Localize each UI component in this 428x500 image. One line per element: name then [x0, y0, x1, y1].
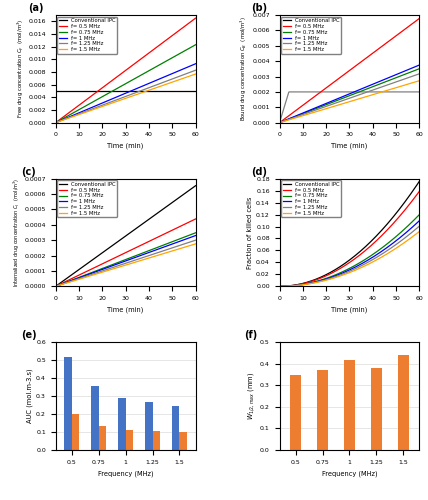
- Legend: Conventional IPC, f= 0.5 MHz, f= 0.75 MHz, f= 1 MHz, f= 1.25 MHz, f= 1.5 MHz: Conventional IPC, f= 0.5 MHz, f= 0.75 MH…: [281, 180, 341, 218]
- Bar: [398, 355, 409, 450]
- Y-axis label: Free drug concentration $C_F$  (mol/m$^3$): Free drug concentration $C_F$ (mol/m$^3$…: [15, 19, 26, 118]
- Bar: [118, 398, 125, 450]
- Y-axis label: Bound drug concentration $C_B$  (mol/m$^3$): Bound drug concentration $C_B$ (mol/m$^3…: [239, 16, 250, 122]
- Text: (d): (d): [252, 166, 268, 176]
- Y-axis label: Internalized drug concentration $C_I$  (mol/m$^3$): Internalized drug concentration $C_I$ (m…: [11, 178, 22, 287]
- Bar: [64, 356, 72, 450]
- X-axis label: Time (min): Time (min): [107, 143, 144, 150]
- Bar: [172, 406, 179, 450]
- Bar: [91, 386, 99, 450]
- X-axis label: Time (min): Time (min): [331, 143, 368, 150]
- Text: (b): (b): [252, 3, 268, 13]
- Bar: [145, 402, 152, 450]
- Y-axis label: Fraction of killed cells: Fraction of killed cells: [247, 196, 253, 268]
- Legend: Conventional IPC, f= 0.5 MHz, f= 0.75 MHz, f= 1 MHz, f= 1.25 MHz, f= 1.5 MHz: Conventional IPC, f= 0.5 MHz, f= 0.75 MH…: [57, 16, 117, 54]
- Bar: [179, 432, 187, 450]
- Bar: [72, 414, 79, 450]
- Text: (f): (f): [244, 330, 258, 340]
- Bar: [152, 431, 160, 450]
- Bar: [317, 370, 328, 450]
- Text: (a): (a): [28, 3, 43, 13]
- Bar: [99, 426, 106, 450]
- X-axis label: Frequency (MHz): Frequency (MHz): [322, 470, 377, 477]
- X-axis label: Time (min): Time (min): [107, 306, 144, 313]
- X-axis label: Time (min): Time (min): [331, 306, 368, 313]
- Y-axis label: $W_{1/2,max}$ (mm): $W_{1/2,max}$ (mm): [247, 372, 257, 420]
- Legend: Conventional IPC, f= 0.5 MHz, f= 0.75 MHz, f= 1 MHz, f= 1.25 MHz, f= 1.5 MHz: Conventional IPC, f= 0.5 MHz, f= 0.75 MH…: [281, 16, 341, 54]
- Y-axis label: AUC (mol.m-3.s): AUC (mol.m-3.s): [27, 369, 33, 424]
- Text: (c): (c): [21, 166, 36, 176]
- Bar: [344, 360, 355, 450]
- Legend: Conventional IPC, f= 0.5 MHz, f= 0.75 MHz, f= 1 MHz, f= 1.25 MHz, f= 1.5 MHz: Conventional IPC, f= 0.5 MHz, f= 0.75 MH…: [57, 180, 117, 218]
- Bar: [125, 430, 133, 450]
- Bar: [371, 368, 382, 450]
- X-axis label: Frequency (MHz): Frequency (MHz): [98, 470, 153, 477]
- Text: (e): (e): [21, 330, 36, 340]
- Bar: [290, 374, 301, 450]
